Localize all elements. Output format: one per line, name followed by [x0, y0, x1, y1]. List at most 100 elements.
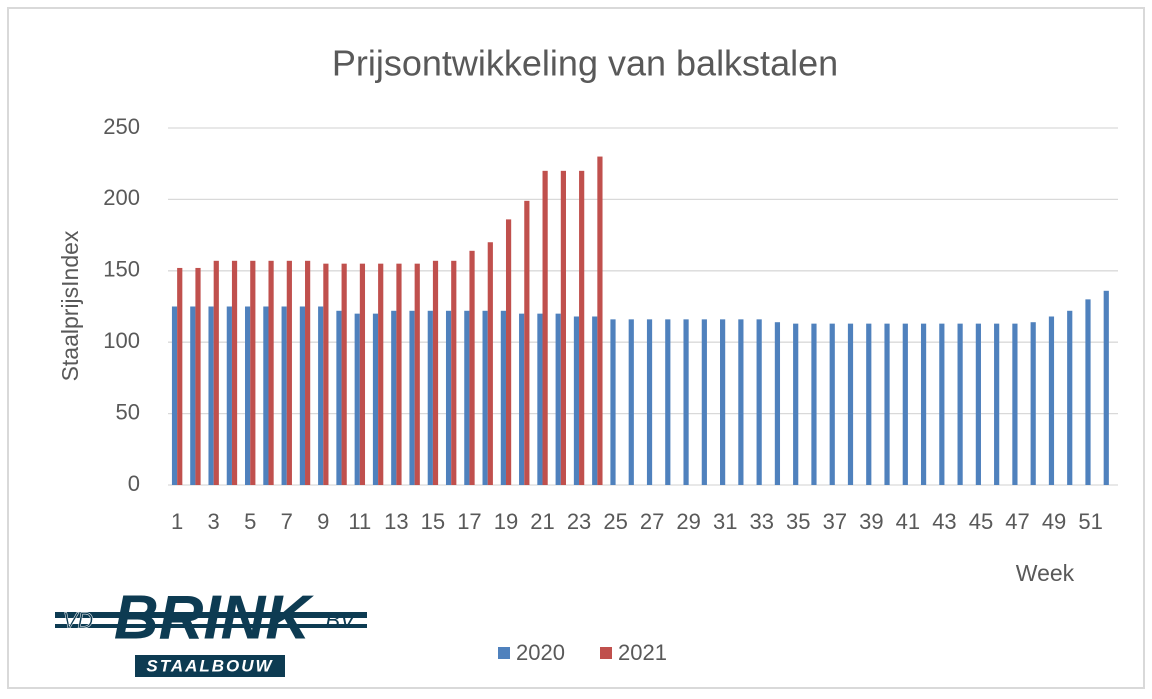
legend-label: 2021 — [618, 640, 667, 665]
y-tick-label: 250 — [103, 114, 140, 139]
bar — [524, 200, 530, 485]
y-tick-label: 200 — [103, 185, 140, 210]
bar — [190, 306, 196, 485]
chart-title: Prijsontwikkeling van balkstalen — [332, 43, 838, 84]
bar — [391, 310, 397, 485]
bar — [231, 260, 238, 485]
x-tick-label: 7 — [281, 509, 293, 534]
bar — [774, 322, 781, 485]
bar — [464, 310, 470, 485]
bar — [683, 319, 689, 485]
x-tick-label: 9 — [317, 509, 329, 534]
logo-text: BRINK — [114, 583, 315, 652]
bar — [756, 319, 762, 485]
x-tick-label: 25 — [603, 509, 627, 534]
bar — [975, 323, 981, 485]
x-tick-label: 45 — [969, 509, 993, 534]
logo-stripe — [55, 624, 367, 628]
bar — [250, 260, 256, 485]
bar — [1012, 323, 1018, 485]
y-tick-label: 0 — [128, 471, 140, 496]
bar — [299, 306, 306, 485]
x-tick-label: 43 — [932, 509, 956, 534]
bar — [829, 323, 835, 485]
bar — [305, 260, 311, 485]
x-tick-label: 27 — [640, 509, 664, 534]
bar — [341, 263, 347, 485]
bar — [245, 306, 251, 485]
bar — [793, 323, 799, 485]
bar — [359, 263, 366, 485]
bar — [208, 306, 214, 485]
x-tick-label: 15 — [421, 509, 445, 534]
bar — [213, 260, 219, 485]
bar — [597, 156, 603, 485]
bar — [427, 310, 433, 485]
bar — [487, 242, 493, 485]
bar — [286, 260, 292, 485]
bar — [1085, 299, 1091, 485]
x-tick-label: 51 — [1078, 509, 1102, 534]
bar — [994, 323, 1000, 485]
bar — [811, 323, 817, 485]
bar — [482, 310, 488, 485]
x-axis-label: Week — [1016, 560, 1075, 586]
x-tick-label: 39 — [859, 509, 883, 534]
bar — [500, 310, 506, 485]
legend-swatch — [498, 647, 510, 659]
bar — [847, 323, 854, 485]
bar — [171, 306, 178, 485]
bar — [409, 310, 415, 485]
x-tick-label: 47 — [1005, 509, 1029, 534]
bar — [610, 319, 616, 485]
y-tick-label: 50 — [116, 399, 140, 424]
bar — [939, 323, 945, 485]
bar — [646, 319, 653, 485]
bar — [1048, 316, 1055, 485]
x-tick-label: 11 — [348, 509, 371, 534]
bar — [378, 263, 384, 485]
bar — [738, 319, 744, 485]
bar — [396, 263, 402, 485]
bar — [505, 219, 512, 485]
bar — [537, 313, 543, 485]
x-tick-label: 5 — [244, 509, 256, 534]
x-tick-label: 21 — [530, 509, 554, 534]
y-axis-label: StaalprijsIndex — [57, 230, 83, 381]
bar — [902, 323, 908, 485]
bar — [195, 267, 201, 485]
bar — [542, 170, 548, 485]
logo-stripe — [55, 612, 367, 618]
logo-band — [135, 655, 285, 677]
x-tick-label: 31 — [713, 509, 737, 534]
x-tick-label: 41 — [896, 509, 920, 534]
bar — [920, 323, 927, 485]
bar — [1030, 322, 1036, 485]
bar — [555, 313, 561, 485]
bar — [263, 306, 269, 485]
bar — [519, 313, 525, 485]
x-tick-label: 35 — [786, 509, 810, 534]
logo-text: STAALBOUW — [146, 656, 273, 675]
y-tick-label: 150 — [103, 257, 140, 282]
bar — [701, 319, 707, 485]
bar — [354, 313, 360, 485]
logo: VD BRINK BV STAALBOUW — [55, 583, 367, 677]
x-tick-label: 33 — [750, 509, 774, 534]
bar — [560, 170, 566, 485]
x-tick-label: 1 — [171, 509, 183, 534]
bar — [866, 323, 872, 485]
bar — [318, 306, 324, 485]
bar — [592, 316, 598, 485]
y-tick-label: 100 — [103, 328, 140, 353]
legend-swatch — [600, 647, 612, 659]
x-tick-label: 23 — [567, 509, 591, 534]
bar — [1067, 310, 1073, 485]
bar — [573, 316, 580, 485]
bar — [323, 263, 329, 485]
bar — [665, 319, 671, 485]
bar — [372, 313, 379, 485]
bar — [579, 170, 585, 485]
bar — [432, 260, 439, 485]
